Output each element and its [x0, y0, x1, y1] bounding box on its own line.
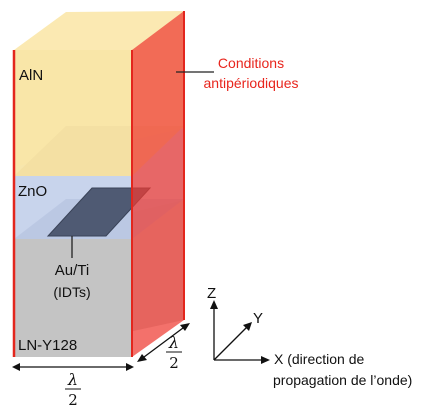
- y-arrowhead: [243, 322, 252, 331]
- electrode-sublabel: (IDTs): [53, 284, 90, 300]
- ln-label: LN-Y128: [18, 337, 77, 354]
- y-axis: [213, 325, 249, 361]
- top-face: [14, 11, 184, 50]
- width-divisor: 2: [68, 391, 78, 407]
- depth-lambda: λ: [168, 333, 179, 352]
- depth-divisor: 2: [169, 354, 179, 372]
- depth-arrowhead-start: [137, 354, 147, 362]
- boundary-annotation-line2: antipériodiques: [204, 75, 299, 91]
- depth-arrowhead-end: [180, 323, 190, 331]
- zno-label: ZnO: [18, 183, 47, 200]
- z-axis-label: Z: [207, 285, 216, 302]
- depth-dimension-arrow: [139, 324, 188, 361]
- x-axis-label: X (direction de: [274, 351, 364, 367]
- electrode-label: Au/Ti: [55, 262, 89, 279]
- y-axis-label: Y: [253, 310, 263, 327]
- width-lambda: λ: [67, 370, 78, 389]
- x-arrowhead: [261, 356, 270, 364]
- z-arrowhead: [210, 300, 218, 309]
- ln-layer: [14, 239, 132, 357]
- boundary-annotation-line1: Conditions: [218, 55, 284, 71]
- right-boundary-face: [132, 11, 184, 357]
- width-arrowhead-left: [12, 363, 20, 371]
- width-arrowhead-right: [126, 363, 134, 371]
- x-axis-label-cont: propagation de l’onde): [273, 372, 412, 388]
- aln-label: AlN: [19, 67, 43, 84]
